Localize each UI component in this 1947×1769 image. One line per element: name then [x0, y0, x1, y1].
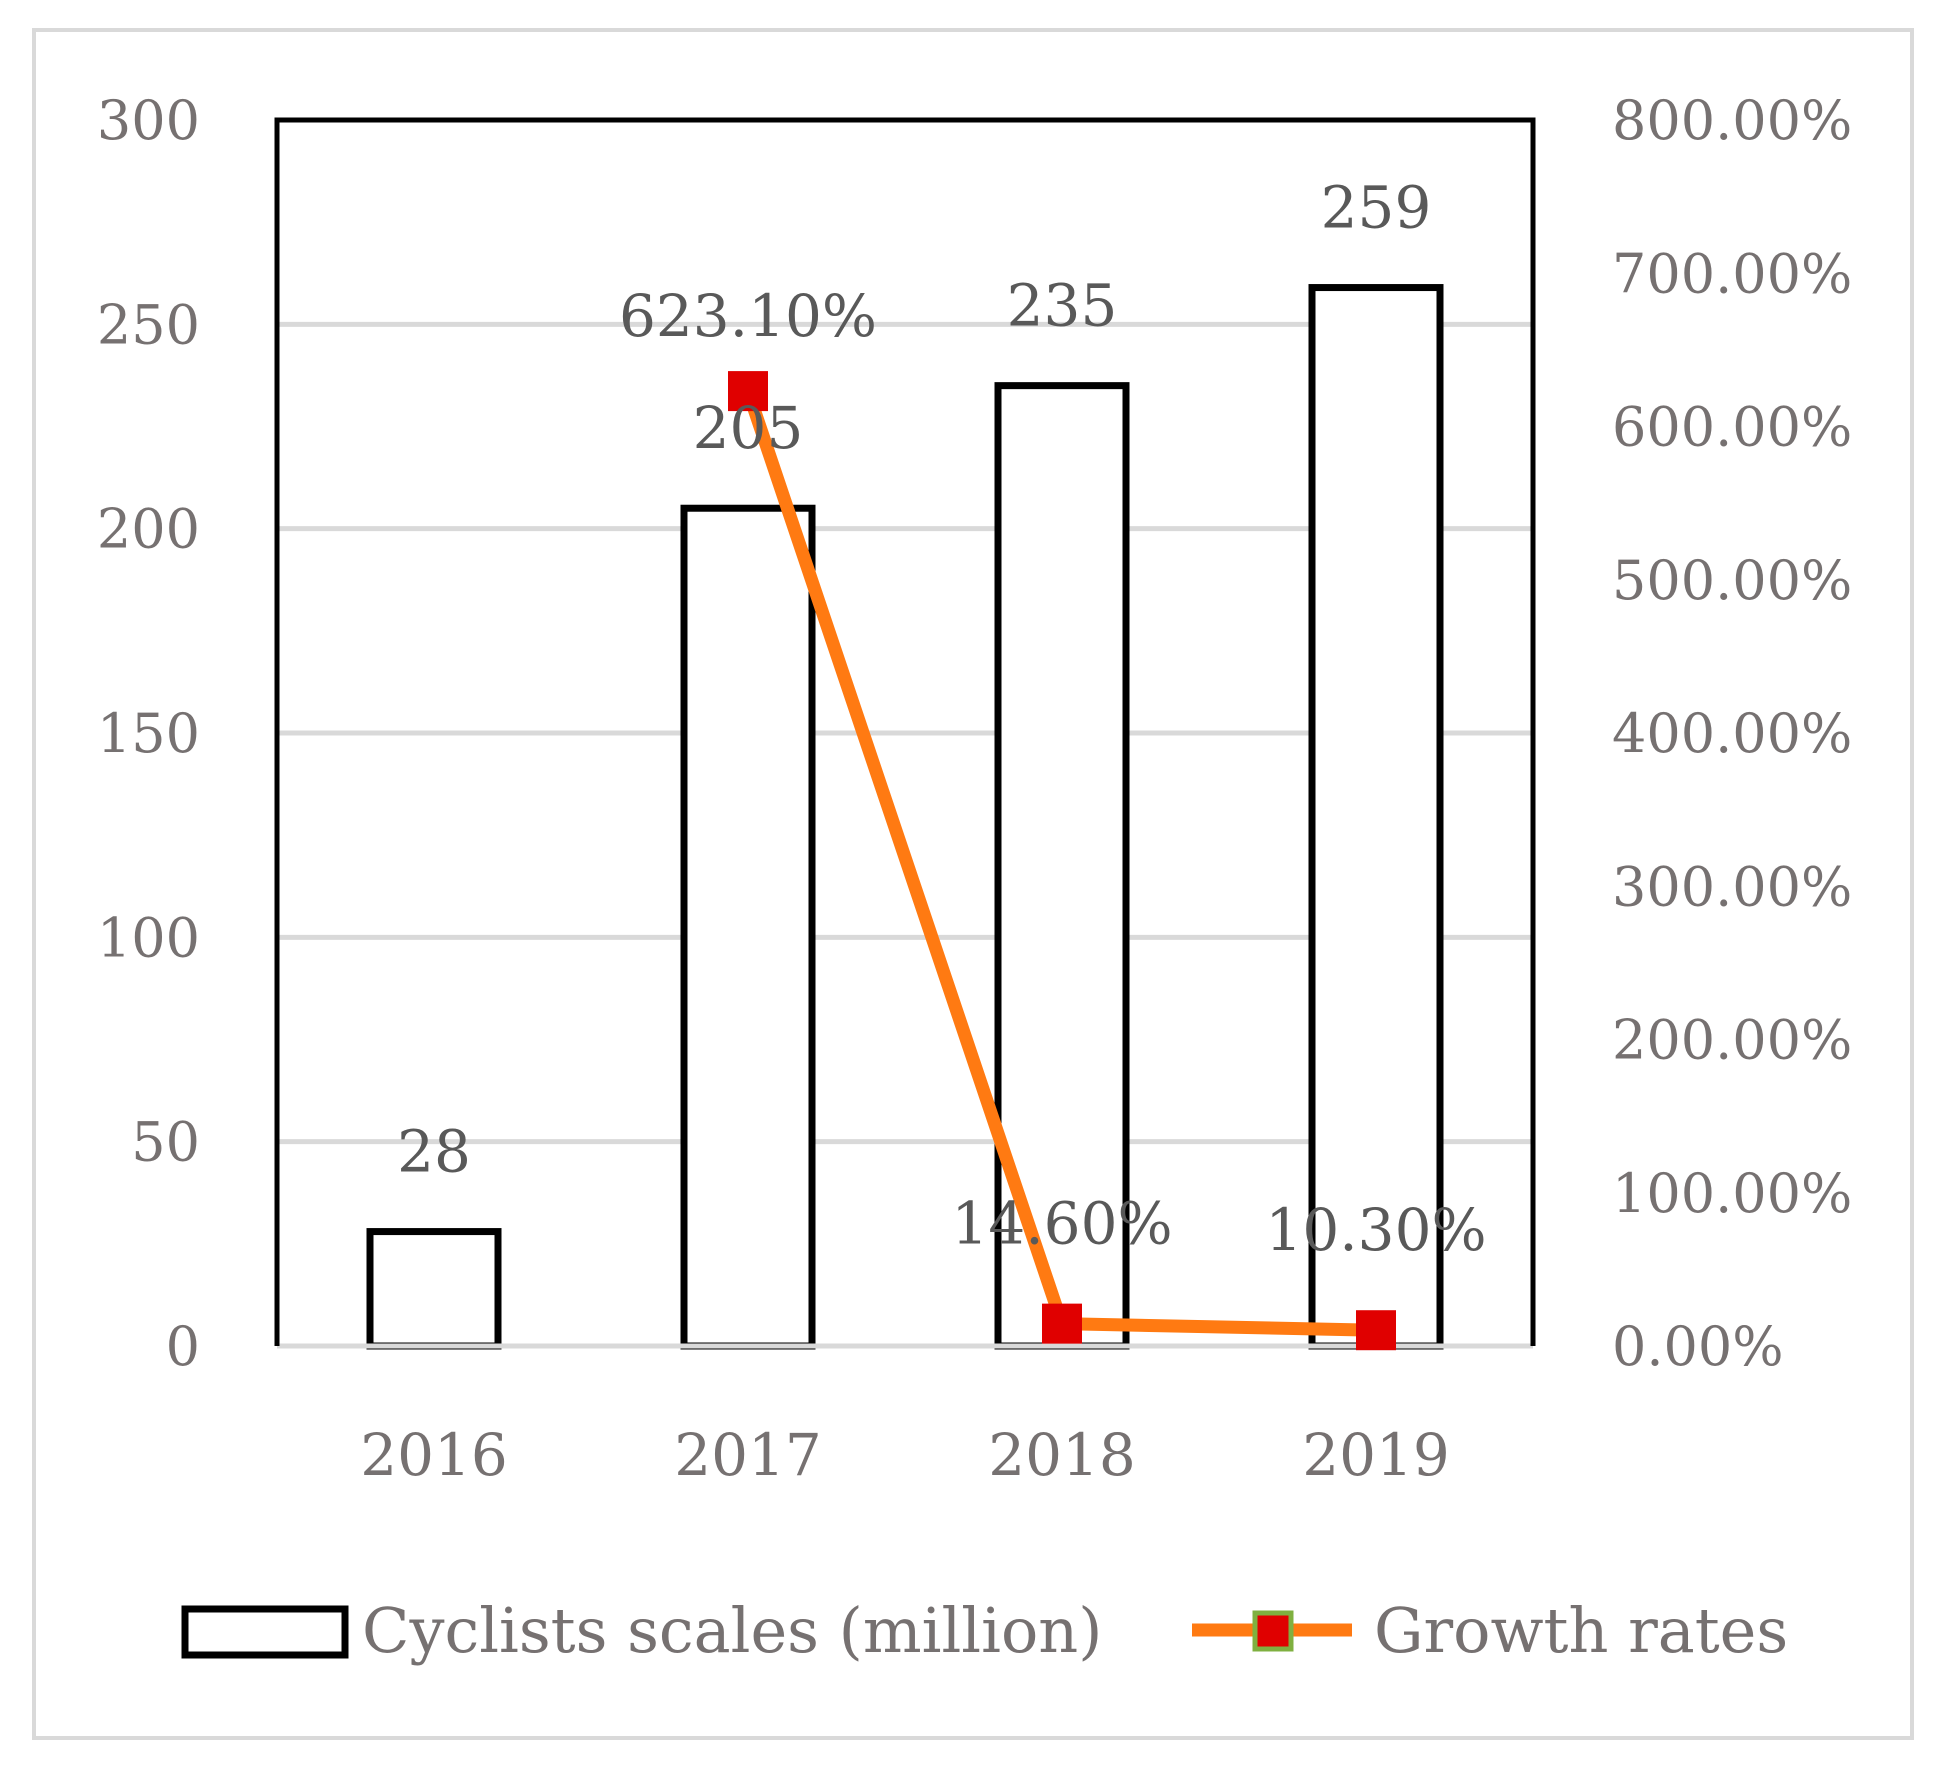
x-axis: 2016 2017 2018 2019 [360, 1421, 1450, 1489]
plot-border [274, 117, 1536, 1346]
line-series [728, 371, 1396, 1351]
y-right-tick-label: 600.00% [1612, 396, 1852, 459]
y-right-tick-label: 300.00% [1612, 855, 1852, 918]
line-marker [1356, 1310, 1396, 1351]
y-axis-right: 0.00% 100.00% 200.00% 300.00% 400.00% 500.00%… [1612, 89, 1852, 1378]
plot-area-border [274, 117, 1536, 1349]
legend: Cyclists scales (million) Growth rates [181, 1594, 1788, 1667]
bar-value-label: 259 [1321, 174, 1432, 242]
y-right-tick-label: 100.00% [1612, 1162, 1852, 1225]
x-tick-label: 2018 [988, 1421, 1136, 1489]
bar [366, 1228, 502, 1350]
line-value-label: 10.30% [1265, 1196, 1486, 1264]
x-tick-label: 2017 [674, 1421, 822, 1489]
y-left-tick-label: 100 [97, 906, 200, 969]
legend-bar-swatch [181, 1605, 349, 1659]
bar-value-label: 28 [397, 1118, 471, 1186]
line-marker [1042, 1303, 1082, 1344]
chart-frame [32, 28, 1914, 1740]
bar-series [366, 284, 1444, 1350]
y-left-tick-label: 0 [166, 1315, 200, 1378]
y-right-tick-label: 400.00% [1612, 702, 1852, 765]
y-left-tick-label: 250 [97, 293, 200, 356]
bar-value-label: 205 [693, 394, 804, 462]
data-labels: 28 205 235 259 623.10% 14.60% 10.30% [397, 174, 1486, 1265]
y-left-tick-label: 150 [97, 702, 200, 765]
y-right-tick-label: 0.00% [1612, 1315, 1784, 1378]
legend-marker-swatch [1252, 1610, 1294, 1652]
bar [1308, 284, 1444, 1350]
line-value-label: 623.10% [619, 282, 877, 350]
x-tick-label: 2019 [1302, 1421, 1450, 1489]
line-marker [728, 371, 768, 412]
legend-label-growth: Growth rates [1374, 1594, 1788, 1667]
y-left-tick-label: 200 [97, 498, 200, 561]
legend-label-cyclists: Cyclists scales (million) [362, 1594, 1102, 1667]
y-right-tick-label: 800.00% [1612, 89, 1852, 152]
line-value-label: 14.60% [951, 1190, 1172, 1258]
y-left-tick-label: 300 [97, 89, 200, 152]
bar-value-label: 235 [1007, 272, 1118, 340]
bar [680, 504, 816, 1350]
y-right-tick-label: 200.00% [1612, 1009, 1852, 1072]
y-left-tick-label: 50 [131, 1111, 200, 1174]
y-right-tick-label: 700.00% [1612, 242, 1852, 305]
y-right-tick-label: 500.00% [1612, 549, 1852, 612]
y-axis-left: 0 50 100 150 200 250 300 [97, 89, 200, 1378]
x-tick-label: 2016 [360, 1421, 508, 1489]
